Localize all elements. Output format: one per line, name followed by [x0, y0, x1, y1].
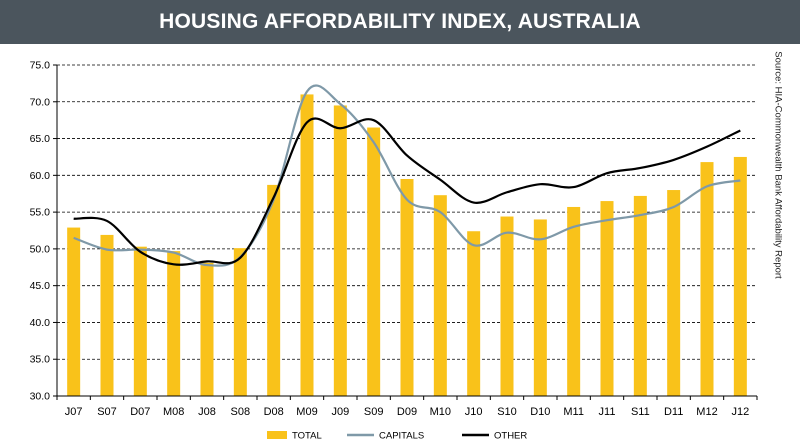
bar-total: [267, 184, 281, 396]
x-tick-label: M09: [296, 406, 317, 418]
bar-total: [600, 201, 614, 396]
x-tick-label: J08: [198, 406, 216, 418]
bar-total: [167, 251, 181, 396]
x-tick-label: D09: [397, 406, 417, 418]
bar-total: [667, 190, 681, 396]
x-tick-label: J12: [731, 406, 749, 418]
x-tick-label: D10: [530, 406, 550, 418]
source-note: Source: HIA-Commonwealth Bank Affordabil…: [772, 51, 784, 278]
bar-total: [367, 127, 381, 397]
legend: TOTAL CAPITALS OTHER: [267, 431, 527, 442]
x-tick-label: M11: [563, 406, 584, 418]
legend-label-other: OTHER: [494, 431, 527, 442]
y-tick-labels: 30.0 35.0 40.0 45.0 50.0 55.0 60.0 65.0 70.0 75.0: [30, 60, 51, 403]
line-other: [73, 117, 741, 266]
bar-total: [133, 246, 147, 396]
y-tick-label: 65.0: [30, 133, 51, 145]
x-tick-label: M12: [696, 406, 717, 418]
y-tick-label: 40.0: [30, 317, 51, 329]
x-tick-label: S10: [497, 406, 517, 418]
bar-total: [433, 195, 447, 396]
y-tick-label: 55.0: [30, 207, 51, 219]
line-capitals: [73, 84, 741, 267]
bar-total: [700, 162, 714, 396]
bar-total: [633, 195, 647, 396]
x-tick-label: S07: [97, 406, 117, 418]
bar-total: [100, 234, 114, 396]
bar-total: [500, 216, 514, 396]
x-tick-label: D11: [664, 406, 683, 418]
bar-total: [400, 179, 414, 396]
x-tick-label: J10: [465, 406, 483, 418]
bar-total: [533, 219, 547, 396]
x-tick-label: J09: [331, 406, 349, 418]
x-tick-label: J07: [65, 406, 83, 418]
legend-swatch-total: [267, 431, 287, 439]
x-tick-label: J11: [599, 406, 616, 418]
x-tick-label: D07: [130, 406, 150, 418]
chart-title-bar: HOUSING AFFORDABILITY INDEX, AUSTRALIA: [0, 0, 800, 44]
x-tick-label: M08: [163, 406, 184, 418]
y-tick-label: 30.0: [30, 391, 51, 403]
y-tick-label: 60.0: [30, 170, 51, 182]
series-lines: [73, 84, 741, 267]
y-tick-label: 45.0: [30, 280, 51, 292]
bar-total: [67, 227, 81, 396]
bar-total: [233, 248, 247, 396]
legend-label-capitals: CAPITALS: [379, 431, 424, 442]
x-tick-label: D08: [264, 406, 284, 418]
bar-total: [200, 262, 214, 396]
source-note-text: Source: HIA-Commonwealth Bank Affordabil…: [772, 51, 784, 279]
y-tick-label: 50.0: [30, 243, 51, 255]
x-tick-label: S09: [364, 406, 384, 418]
y-tick-label: 75.0: [30, 60, 51, 72]
legend-label-total: TOTAL: [292, 431, 322, 442]
y-tick-label: 35.0: [30, 354, 51, 366]
y-tick-label: 70.0: [30, 96, 51, 108]
bar-total: [733, 156, 747, 396]
chart-title: HOUSING AFFORDABILITY INDEX, AUSTRALIA: [159, 10, 641, 33]
axes: [53, 64, 758, 400]
bar-total: [333, 105, 347, 396]
bar-total: [467, 231, 481, 396]
bar-total: [300, 94, 314, 396]
x-tick-labels: J07 S07 D07 M08 J08 S08 D08 M09 J09 S09 D09 M10 J10 S…: [65, 406, 749, 418]
x-tick-label: M10: [430, 406, 451, 418]
total-bars: [67, 94, 747, 397]
x-tick-label: S11: [631, 406, 650, 418]
bar-total: [567, 206, 581, 396]
x-tick-label: S08: [231, 406, 251, 418]
